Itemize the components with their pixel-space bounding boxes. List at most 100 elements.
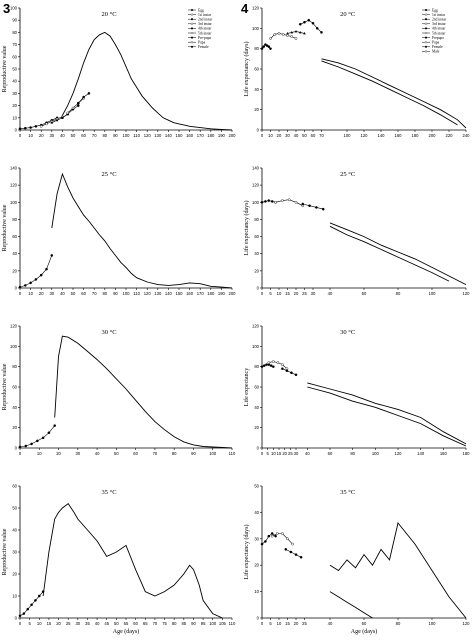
- x-tick-label: 60: [81, 291, 86, 296]
- series-line-immature: [19, 425, 55, 448]
- x-tick-label: 130: [154, 291, 162, 296]
- legend-entry: 1st instar: [432, 13, 446, 17]
- data-point: [30, 442, 33, 446]
- x-tick-label: 120: [144, 133, 152, 138]
- y-tick-label: 100: [10, 6, 18, 11]
- data-point: [277, 32, 281, 35]
- legend-entry: 5th instar: [198, 31, 212, 35]
- x-tick-label: 60: [133, 621, 138, 626]
- legend-entry: Female: [198, 45, 209, 49]
- x-tick-label: 25: [66, 621, 71, 626]
- data-point: [311, 21, 315, 25]
- y-tick-label: 100: [10, 344, 18, 349]
- x-tick-label: 40: [328, 291, 333, 296]
- y-tick-label: 120: [10, 324, 18, 329]
- x-tick-label: 110: [133, 133, 140, 138]
- y-axis-label: Life expectancy (days): [243, 525, 250, 580]
- series-line-3rd-instar: [62, 105, 79, 119]
- data-point: [274, 534, 277, 538]
- data-point: [18, 614, 22, 618]
- y-axis-label: Reproductive value: [2, 528, 8, 575]
- y-tick-label: 140: [252, 166, 260, 171]
- y-tick-label: 120: [252, 6, 260, 11]
- x-tick-label: 0: [19, 291, 22, 296]
- data-point: [53, 424, 56, 427]
- x-tick-label: 40: [328, 621, 333, 626]
- x-tick-label: 70: [319, 133, 324, 138]
- temperature-label: 20 °C: [340, 11, 355, 18]
- x-tick-label: 30: [75, 621, 80, 626]
- x-tick-label: 90: [191, 451, 196, 456]
- legend-entry: Pupa: [198, 41, 206, 45]
- chart-rv25: 0 10 20 30 40 50 60 70 80 90 100 110 120 130 140 150 160…: [2, 166, 236, 297]
- y-tick-label: 40: [254, 510, 259, 515]
- temperature-label: 20 °C: [102, 11, 117, 18]
- y-tick-label: 0: [15, 616, 18, 621]
- legend-marker: [424, 50, 428, 53]
- series-line-4th-instar: [67, 98, 84, 114]
- y-tick-label: 90: [12, 18, 17, 23]
- data-point: [34, 125, 38, 128]
- x-tick-label: 220: [446, 133, 454, 138]
- data-point: [265, 363, 268, 366]
- data-point: [273, 33, 277, 36]
- legend-marker: [424, 27, 428, 30]
- y-tick-label: 0: [15, 128, 18, 133]
- x-tick-label: 160: [440, 451, 448, 456]
- x-tick-label: 20: [39, 133, 44, 138]
- x-tick-label: 0: [261, 291, 264, 296]
- x-tick-label: 30: [294, 451, 299, 456]
- x-tick-label: 100: [344, 133, 352, 138]
- x-tick-label: 20: [56, 451, 61, 456]
- x-tick-label: 120: [463, 291, 471, 296]
- y-tick-label: 60: [12, 385, 17, 390]
- y-tick-label: 20: [12, 572, 17, 577]
- y-tick-label: 0: [257, 128, 260, 133]
- data-point: [274, 200, 277, 204]
- legend-marker: [424, 31, 428, 35]
- x-tick-label: 5: [269, 291, 272, 296]
- y-tick-label: 20: [12, 268, 17, 273]
- chart-rv35: 0 5 10 15 20 25 30 35 40 45 50 55 60 65 70 75 80 85 90 95 10…: [2, 484, 236, 636]
- x-tick-label: 160: [186, 291, 194, 296]
- x-tick-label: 95: [201, 621, 206, 626]
- x-tick-label: 60: [328, 451, 333, 456]
- y-tick-label: 40: [254, 251, 259, 256]
- data-point: [281, 363, 284, 366]
- x-tick-label: 160: [186, 133, 194, 138]
- data-point: [320, 31, 323, 34]
- y-tick-label: 80: [254, 217, 259, 222]
- series-line-male: [329, 225, 450, 282]
- x-axis-label: Age (days): [113, 628, 140, 635]
- x-tick-label: 170: [197, 291, 205, 296]
- y-tick-label: 10: [254, 589, 259, 594]
- y-tick-label: 80: [254, 364, 259, 369]
- series-line-male: [329, 591, 373, 619]
- legend-marker: [424, 36, 428, 39]
- x-tick-label: 100: [429, 621, 437, 626]
- data-point: [272, 365, 275, 368]
- x-tick-label: 30: [49, 291, 54, 296]
- legend-marker: [424, 45, 428, 48]
- y-tick-label: 100: [10, 200, 18, 205]
- y-tick-label: 20: [254, 425, 259, 430]
- x-tick-label: 120: [361, 133, 369, 138]
- legend-marker: [190, 36, 194, 39]
- x-tick-label: 190: [218, 291, 226, 296]
- x-tick-label: 110: [133, 291, 140, 296]
- y-tick-label: 20: [12, 103, 17, 108]
- data-point: [61, 116, 64, 120]
- data-point: [307, 18, 311, 22]
- x-tick-label: 140: [165, 133, 173, 138]
- data-point: [308, 204, 311, 208]
- y-tick-label: 100: [252, 26, 260, 31]
- series-line-male: [307, 386, 467, 447]
- x-tick-label: 20: [282, 451, 287, 456]
- legend-entry: Pupa: [432, 41, 440, 45]
- data-point: [272, 360, 275, 363]
- x-tick-label: 10: [37, 451, 42, 456]
- x-tick-label: 85: [181, 621, 186, 626]
- chart-le25: 0 5 10 15 20 25 30 40 60 80 100 1200204060801001201…: [243, 166, 470, 297]
- data-point: [286, 32, 289, 35]
